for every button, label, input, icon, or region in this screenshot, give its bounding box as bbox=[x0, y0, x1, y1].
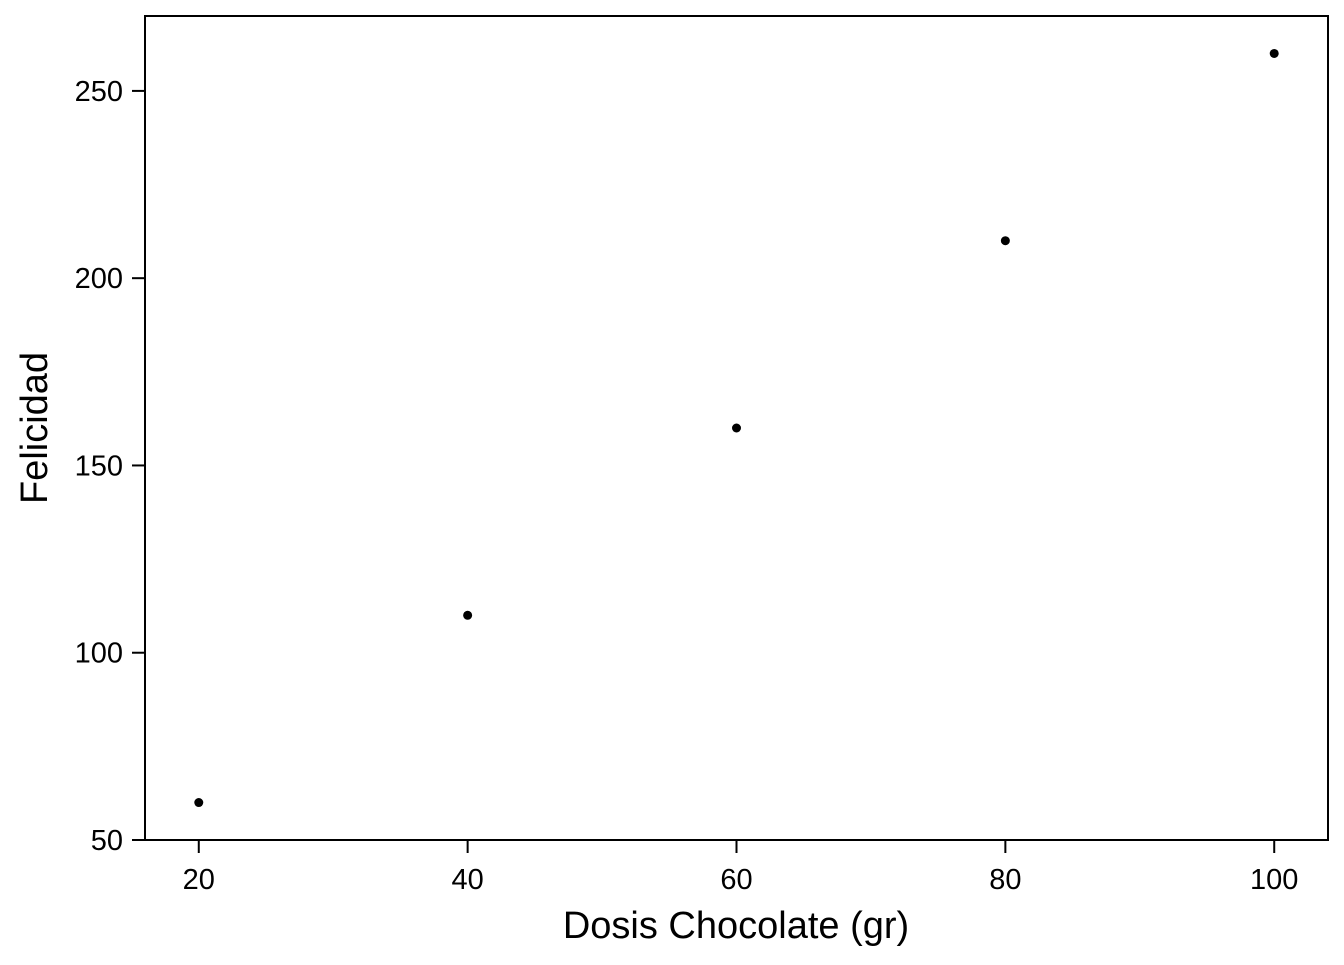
x-tick-label: 40 bbox=[452, 864, 484, 896]
y-axis-ticks: 50 100 150 200 250 bbox=[75, 76, 145, 857]
y-tick-label: 100 bbox=[75, 638, 123, 670]
data-point bbox=[1269, 48, 1279, 58]
x-axis-ticks: 20 40 60 80 100 bbox=[183, 840, 1298, 896]
x-tick-label: 60 bbox=[720, 864, 752, 896]
y-tick-label: 200 bbox=[75, 263, 123, 295]
data-point bbox=[732, 423, 741, 433]
y-tick-label: 150 bbox=[75, 450, 123, 482]
x-tick-label: 100 bbox=[1250, 864, 1298, 896]
x-axis-title: Dosis Chocolate (gr) bbox=[563, 905, 909, 947]
y-axis-title: Felicidad bbox=[14, 352, 56, 504]
data-points bbox=[194, 48, 1279, 808]
x-tick-label: 20 bbox=[183, 864, 215, 896]
x-tick-label: 80 bbox=[989, 864, 1021, 896]
y-tick-label: 250 bbox=[75, 76, 123, 108]
data-point bbox=[463, 610, 473, 620]
y-tick-label: 50 bbox=[91, 825, 123, 857]
data-point bbox=[194, 798, 204, 808]
data-point bbox=[1000, 236, 1010, 246]
